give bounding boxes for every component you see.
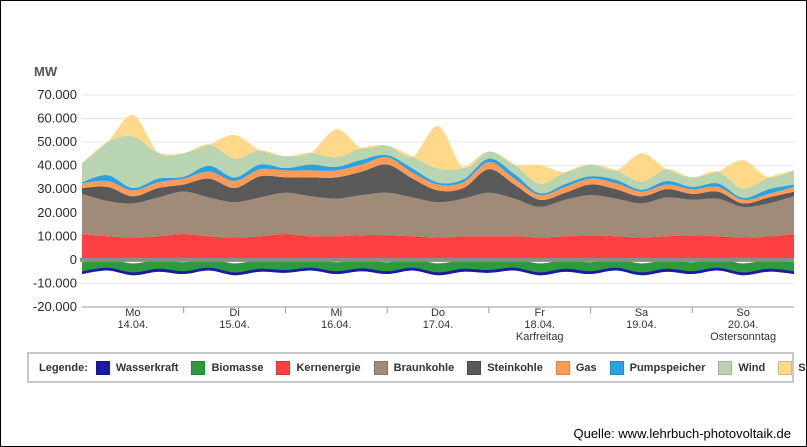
legend-title: Legende: <box>39 361 88 374</box>
x-date-label: 15.04. <box>219 319 250 331</box>
x-day-label: Fr <box>535 307 546 319</box>
x-day-label: Sa <box>635 307 649 319</box>
y-axis-unit: MW <box>34 64 58 79</box>
x-date-label: 17.04. <box>423 319 454 331</box>
x-date-label: 18.04. <box>524 319 555 331</box>
legend-item-braunkohle: Braunkohle <box>373 360 455 375</box>
legend-label: Biomasse <box>211 361 264 374</box>
x-day-label: Do <box>431 307 445 319</box>
legend-label: Pumpspeicher <box>629 361 706 374</box>
legend-swatch <box>95 360 110 375</box>
y-tick-label: -20.000 <box>33 299 77 314</box>
legend-item-biomasse: Biomasse <box>191 360 264 375</box>
legend-items: Wasserkraft Biomasse Kernenergie Braunkohle… <box>95 360 807 375</box>
y-tick-label: 30.000 <box>37 181 77 196</box>
source-credit: Quelle: www.lehrbuch-photovoltaik.de <box>573 426 791 441</box>
y-tick-label: 50.000 <box>37 134 77 149</box>
legend-label: Solar <box>798 361 807 374</box>
legend: Legende: Wasserkraft Biomasse Kernenergie B… <box>27 352 807 383</box>
x-date-label: 16.04. <box>321 319 352 331</box>
legend-label: Braunkohle <box>393 361 455 374</box>
series-area-solar <box>82 114 794 189</box>
series-area-kernenergie <box>82 234 794 260</box>
x-day-label: Di <box>229 307 239 319</box>
series-area-wasserkraft <box>82 267 794 276</box>
y-tick-label: 20.000 <box>37 205 77 220</box>
x-day-label: Mi <box>330 307 342 319</box>
series-area-gas <box>82 157 794 204</box>
legend-swatch <box>467 360 482 375</box>
legend-item-wind: Wind <box>718 360 766 375</box>
legend-item-solar: Solar <box>778 360 807 375</box>
x-day-label: Mo <box>125 307 140 319</box>
legend-label: Gas <box>575 361 597 374</box>
y-tick-label: 60.000 <box>37 111 77 126</box>
series-area-pumpspeicher <box>82 154 794 200</box>
series-area-braunkohle <box>82 191 794 238</box>
legend-swatch <box>191 360 206 375</box>
series-area-steinkohle <box>82 164 794 208</box>
x-note-label: Ostersonntag <box>710 331 776 343</box>
y-tick-label: 70.000 <box>37 87 77 102</box>
series-area-wind <box>82 135 794 198</box>
chart-svg: MW 70.000 60.000 50.000 40.000 30.000 20.000 10… <box>33 64 794 343</box>
legend-item-gas: Gas <box>555 360 597 375</box>
x-day-label: So <box>736 307 749 319</box>
legend-item-kernenergie: Kernenergie <box>276 360 361 375</box>
legend-item-steinkohle: Steinkohle <box>467 360 543 375</box>
y-tick-label: -10.000 <box>33 275 77 290</box>
y-tick-label: 0 <box>70 252 77 267</box>
legend-label: Wasserkraft <box>115 361 179 374</box>
x-date-label: 14.04. <box>118 319 149 331</box>
legend-label: Steinkohle <box>487 361 543 374</box>
x-date-label: 20.04. <box>728 319 759 331</box>
legend-item-wasserkraft: Wasserkraft <box>95 360 179 375</box>
y-tick-label: 40.000 <box>37 158 77 173</box>
legend-swatch <box>555 360 570 375</box>
legend-swatch <box>373 360 388 375</box>
legend-label: Kernenergie <box>296 361 361 374</box>
legend-item-pumpspeicher: Pumpspeicher <box>609 360 706 375</box>
x-date-label: 19.04. <box>626 319 657 331</box>
legend-swatch <box>276 360 291 375</box>
legend-swatch <box>609 360 624 375</box>
legend-swatch <box>718 360 733 375</box>
x-note-label: Karfreitag <box>516 331 564 343</box>
legend-label: Wind <box>738 361 766 374</box>
legend-swatch <box>778 360 793 375</box>
y-tick-label: 10.000 <box>37 228 77 243</box>
